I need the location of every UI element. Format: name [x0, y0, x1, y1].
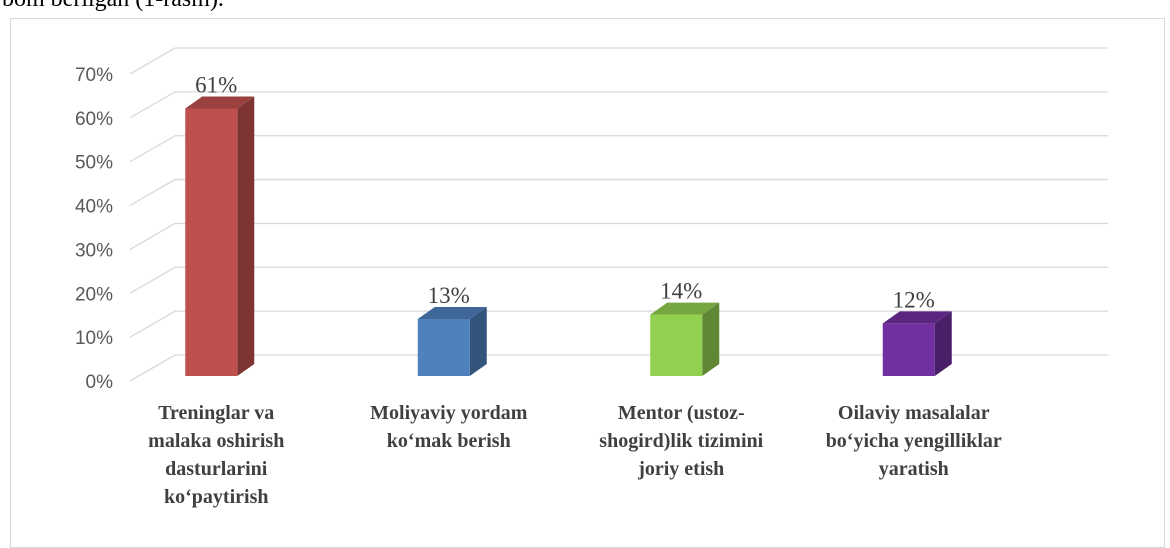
value-label: 61% — [195, 72, 237, 97]
y-tick-label: 50% — [75, 153, 113, 174]
grid-line — [129, 47, 1108, 75]
value-label: 13% — [428, 283, 470, 308]
grid-line — [129, 178, 1108, 207]
y-tick-label: 30% — [75, 240, 113, 261]
bar-side — [237, 96, 255, 376]
x-tick-label: Mentor (ustoz-shogird)lik tizimini joriy… — [599, 402, 764, 480]
y-tick-label: 0% — [86, 372, 114, 393]
bar — [417, 318, 470, 376]
bar-top — [185, 96, 255, 109]
y-tick-label: 10% — [75, 328, 113, 349]
y-tick-label: 60% — [75, 109, 113, 130]
grid-line — [129, 310, 1108, 338]
bar-top — [882, 311, 952, 324]
grid-line — [129, 222, 1108, 250]
y-tick-label: 40% — [75, 197, 113, 218]
value-label: 14% — [660, 279, 702, 304]
grid-line — [129, 354, 1108, 382]
x-tick-label: Treninglar va malaka oshirish dasturlari… — [148, 402, 285, 508]
caption: bom berilgan (1-rasm). — [2, 0, 224, 13]
bar-top — [650, 302, 720, 315]
bar — [650, 314, 703, 376]
bar — [882, 323, 935, 376]
y-tick-label: 70% — [75, 65, 113, 86]
grid-line — [129, 266, 1108, 294]
chart: 0% 10% 20% 30% 40% 50% 60% 70% 61% 13% 14% 12% — [75, 47, 1108, 393]
x-tick-label: Moliyaviy yordam ko‘mak berish — [370, 402, 528, 452]
grid-line — [129, 91, 1108, 119]
grid-line — [129, 135, 1108, 163]
x-tick-label: Oilaviy masalalar bo‘yicha yengilliklar … — [825, 402, 1002, 480]
bar-side — [702, 302, 720, 376]
bar-side — [934, 311, 952, 376]
bar-side — [469, 306, 487, 376]
bar-top — [417, 306, 487, 319]
y-tick-label: 20% — [75, 284, 113, 305]
bar — [185, 108, 238, 376]
value-label: 12% — [893, 287, 935, 312]
